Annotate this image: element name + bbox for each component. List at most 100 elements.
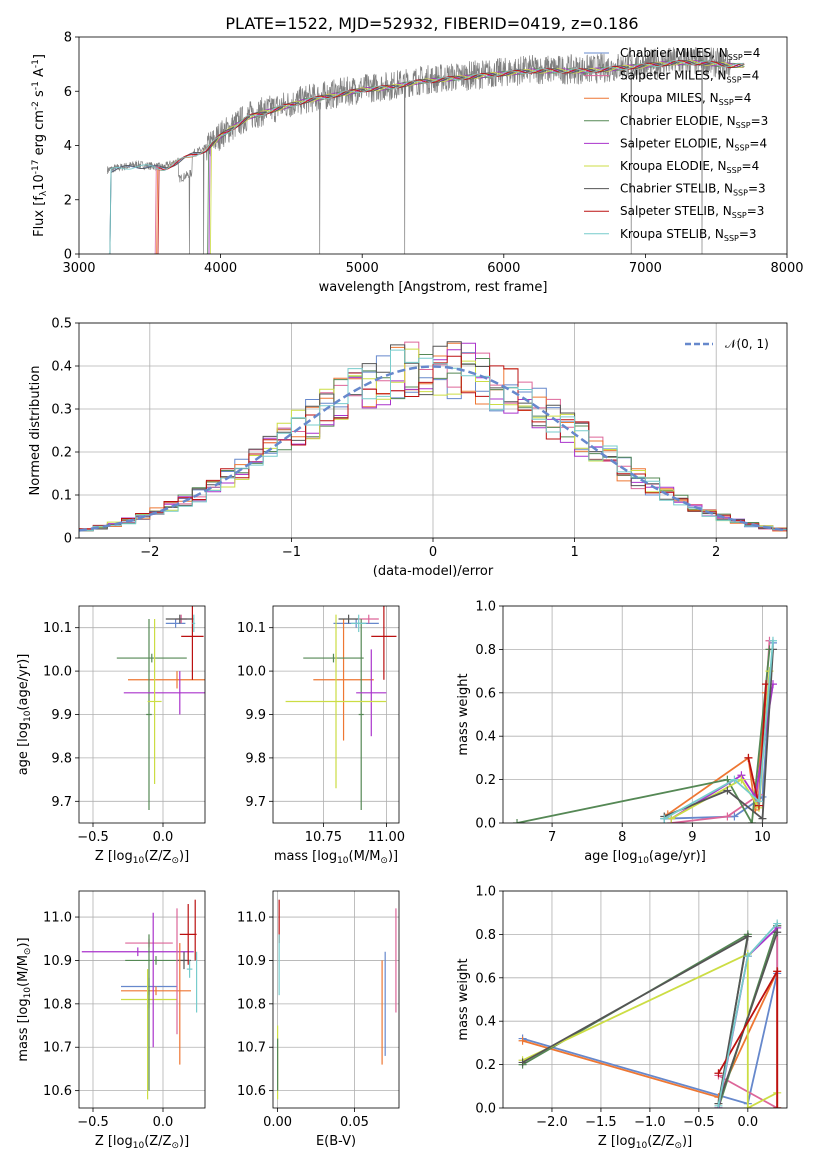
legend-label: Salpeter ELODIE, NSSP=4 bbox=[620, 136, 767, 152]
x-axis-label: E(B-V) bbox=[316, 1134, 356, 1149]
label-part: (data-model)/error bbox=[373, 564, 494, 579]
label-part: mass [log bbox=[274, 849, 337, 864]
panel-spectrum: 3000 4000 5000 6000 7000 8000 0 2 4 6 8 wavelength … bbox=[31, 31, 804, 296]
mass-weight-line bbox=[663, 640, 774, 820]
label-part: 10 bbox=[32, 174, 47, 191]
y-tick-label: 10.7 bbox=[237, 1041, 266, 1056]
y-axis-label: Normed distribution bbox=[28, 366, 43, 496]
observed-spectrum-line bbox=[106, 47, 731, 254]
x-tick-label: 6000 bbox=[487, 261, 520, 276]
y-tick-label: 0.2 bbox=[475, 773, 496, 788]
x-tick-label: −2 bbox=[140, 545, 159, 560]
y-tick-label: 10.7 bbox=[43, 1041, 72, 1056]
legend-label: Salpeter STELIB, NSSP=3 bbox=[620, 204, 764, 220]
x-tick-label: −1.0 bbox=[634, 1115, 666, 1130]
mass-weight-line bbox=[667, 692, 767, 816]
label-part: -17 bbox=[31, 160, 41, 175]
y-tick-label: 11.0 bbox=[237, 911, 266, 926]
model-spectrum-line bbox=[154, 60, 745, 254]
point-marker bbox=[723, 775, 732, 784]
point-marker bbox=[714, 1069, 723, 1078]
label-part: 10 bbox=[337, 856, 349, 866]
legend-label-main: Salpeter ELODIE, N bbox=[620, 136, 734, 150]
point-marker bbox=[754, 797, 763, 806]
label-part: mass [log bbox=[16, 998, 31, 1061]
legend-label-main: Kroupa STELIB, N bbox=[620, 227, 724, 241]
axes-frame bbox=[78, 605, 206, 824]
point-marker bbox=[513, 819, 522, 823]
axes-frame bbox=[272, 890, 400, 1109]
x-tick-label: 11.00 bbox=[368, 830, 405, 845]
legend-label-main: Chabrier MILES, N bbox=[620, 46, 728, 60]
label-part: mass weight bbox=[456, 673, 471, 755]
x-tick-label: 10.75 bbox=[305, 830, 342, 845]
x-tick-label: 2 bbox=[712, 545, 720, 560]
legend-label-main: Salpeter MILES, N bbox=[620, 69, 727, 83]
x-tick-label: 4000 bbox=[204, 261, 237, 276]
point-marker bbox=[518, 1036, 527, 1045]
y-tick-label: 0.6 bbox=[475, 686, 496, 701]
y-tick-label: 0.8 bbox=[475, 643, 496, 658]
model-spectrum-line bbox=[207, 60, 744, 254]
point-marker bbox=[743, 932, 752, 941]
y-tick-label: 10.8 bbox=[43, 997, 72, 1012]
legend-label-sub: SSP bbox=[719, 98, 734, 107]
axes-frame bbox=[78, 890, 206, 1109]
y-tick-label: 10.9 bbox=[237, 954, 266, 969]
label-part: 10 bbox=[133, 856, 145, 866]
label-part: -1 bbox=[31, 59, 41, 68]
y-tick-label: 10.9 bbox=[43, 954, 72, 969]
legend-label-main: Chabrier ELODIE, N bbox=[620, 114, 736, 128]
panel-mass_weight_vs_age: 7 8 9 10 0.0 0.2 0.4 0.6 0.8 1.0 age [log10​(age/y… bbox=[456, 600, 788, 866]
legend-label-tail: =3 bbox=[748, 182, 766, 196]
x-tick-label: 9 bbox=[688, 830, 696, 845]
x-tick-label: 8 bbox=[618, 830, 626, 845]
x-tick-label: −2.0 bbox=[536, 1115, 568, 1130]
label-part: Z [log bbox=[95, 849, 133, 864]
x-axis-label: Z [log10​(Z/Z⊙​)] bbox=[95, 1134, 189, 1151]
x-tick-label: −0.5 bbox=[77, 1115, 109, 1130]
y-axis-label: age [log10​(age/yr)] bbox=[16, 654, 33, 776]
y-tick-label: 1.0 bbox=[475, 885, 496, 900]
x-tick-label: −0.5 bbox=[77, 830, 109, 845]
legend-label-tail: =4 bbox=[743, 46, 761, 60]
y-tick-label: 10.0 bbox=[237, 665, 266, 680]
point-marker bbox=[768, 636, 777, 645]
label-part: 10 bbox=[133, 1141, 145, 1151]
panel-age_vs_mass: 10.75 11.00 9.7 9.8 9.9 10.0 10.1 mass [log10​(… bbox=[237, 605, 405, 866]
figure-title: PLATE=1522, MJD=52932, FIBERID=0419, z=0… bbox=[225, 14, 638, 33]
legend-label-sub: SSP bbox=[733, 189, 748, 198]
x-tick-label: 5000 bbox=[346, 261, 379, 276]
point-marker bbox=[773, 919, 782, 928]
y-tick-label: 11.0 bbox=[43, 911, 72, 926]
y-tick-label: 10.6 bbox=[237, 1084, 266, 1099]
legend-label: Chabrier STELIB, NSSP=3 bbox=[620, 182, 766, 198]
model-spectrum-line bbox=[108, 60, 745, 254]
point-marker bbox=[730, 812, 739, 821]
point-marker bbox=[773, 967, 782, 976]
legend: 𝒩(0, 1) bbox=[685, 337, 769, 351]
y-tick-label: 0 bbox=[64, 532, 72, 547]
x-axis-label: Z [log10​(Z/Z⊙​)] bbox=[598, 1134, 692, 1151]
y-tick-label: 10.0 bbox=[43, 665, 72, 680]
point-marker bbox=[737, 775, 746, 784]
legend-label-sub: SSP bbox=[734, 143, 749, 152]
legend-label-sub: SSP bbox=[728, 53, 743, 62]
x-tick-label: 0.0 bbox=[153, 1115, 174, 1130]
panel-mass_vs_Z: −0.5 0.0 10.6 10.7 10.8 10.9 11.0 Z [log10​(Z/Z… bbox=[16, 890, 206, 1151]
legend-label-tail: =4 bbox=[734, 91, 752, 105]
point-marker bbox=[518, 1058, 527, 1067]
plot-area bbox=[277, 899, 397, 1100]
label-part: s bbox=[32, 90, 47, 101]
label-part: 10 bbox=[23, 710, 33, 722]
point-marker bbox=[743, 952, 752, 961]
label-part: -1 bbox=[31, 81, 41, 90]
label-part: ⊙ bbox=[171, 856, 179, 866]
label-part: (Z/Z bbox=[647, 1134, 674, 1149]
panel-age_vs_Z: −0.5 0.0 9.7 9.8 9.9 10.0 10.1 Z [log10​(Z/Z⊙​)… bbox=[16, 605, 206, 866]
label-part: ] bbox=[32, 54, 47, 59]
label-part: λ bbox=[39, 190, 49, 196]
axes-frame bbox=[272, 605, 400, 824]
